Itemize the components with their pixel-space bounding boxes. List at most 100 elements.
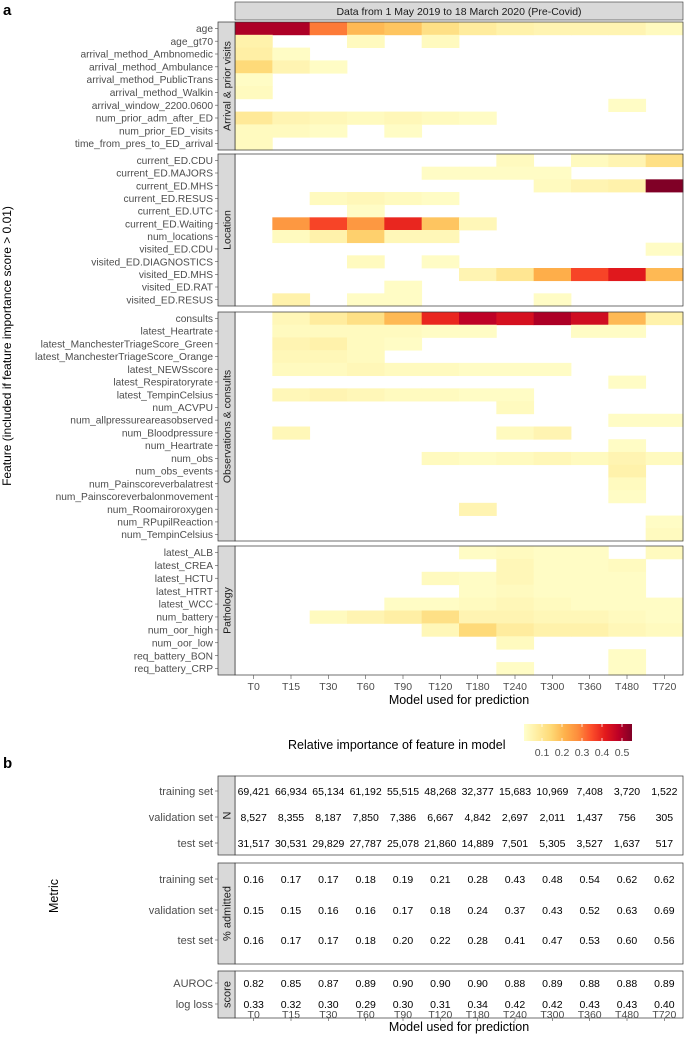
- heatmap-cell: [571, 324, 609, 338]
- heatmap-x-axis-title: Model used for prediction: [389, 693, 529, 707]
- heatmap-cell: [384, 324, 423, 338]
- heatmap-cell: [421, 362, 460, 377]
- heatmap-cell: [645, 179, 684, 193]
- metric-cell: 0.42: [542, 999, 563, 1011]
- panel-b-label: b: [3, 755, 12, 772]
- metric-group-label: % admitted: [222, 886, 234, 941]
- x-tick-label: T30: [319, 681, 337, 693]
- panel-a-heatmap: a Data from 1 May 2019 to 18 March 2020 …: [0, 1, 684, 759]
- metric-cell: 0.47: [542, 935, 563, 947]
- heatmap-cell: [272, 111, 311, 125]
- heatmap-cell: [533, 571, 572, 586]
- heatmap-cell: [533, 22, 572, 36]
- metric-cell: 0.17: [281, 874, 302, 886]
- metric-cell: 5,305: [539, 838, 565, 850]
- heatmap-cell: [645, 268, 684, 282]
- metric-cell: 0.62: [617, 874, 638, 886]
- group-strip-label: Arrival & prior visits: [222, 41, 234, 131]
- metric-cell: 0.30: [393, 999, 414, 1011]
- metric-cell: 0.88: [617, 978, 638, 990]
- heatmap-cell: [272, 312, 311, 326]
- heatmap-cell: [309, 362, 348, 377]
- metric-cell: 0.16: [243, 935, 264, 947]
- heatmap-cell: [421, 623, 460, 637]
- metric-cell: 0.30: [318, 999, 339, 1011]
- heatmap-cell: [608, 268, 647, 282]
- heatmap-cell: [608, 558, 647, 573]
- metric-cell: 0.22: [430, 935, 451, 947]
- feature-label: visited_ED.RAT: [142, 283, 213, 294]
- heatmap-cell: [309, 350, 348, 364]
- metric-cell: 0.29: [355, 999, 376, 1011]
- heatmap-cell: [571, 154, 609, 168]
- heatmap-cell: [608, 477, 647, 491]
- heatmap-cell: [235, 34, 273, 48]
- heatmap-cell: [571, 179, 609, 193]
- heatmap-cell: [608, 22, 647, 36]
- feature-label: num_Painscoreverbalonmovement: [56, 492, 214, 503]
- heatmap-cell: [645, 610, 684, 624]
- heatmap-cell: [309, 22, 348, 36]
- feature-label: latest_HTRT: [156, 587, 213, 598]
- heatmap-cell: [309, 337, 348, 351]
- heatmap-cell: [496, 362, 535, 377]
- metric-cell: 0.20: [393, 935, 414, 947]
- x-tick-label: T120: [428, 681, 452, 693]
- x-tick-label: T480: [615, 1009, 639, 1021]
- heatmap-cell: [384, 293, 423, 307]
- x-tick-label: T300: [540, 1009, 564, 1021]
- metric-group-label: score: [222, 981, 234, 1008]
- heatmap-cell: [533, 623, 572, 637]
- metric-cell: 0.32: [281, 999, 302, 1011]
- heatmap-cell: [571, 610, 609, 624]
- metric-cell: 6,667: [427, 812, 453, 824]
- metric-cell: 21,860: [424, 838, 456, 850]
- metric-cell: 0.17: [318, 935, 339, 947]
- heatmap-cell: [459, 312, 497, 326]
- feature-label: num_obs_events: [135, 467, 213, 478]
- heatmap-cell: [384, 597, 423, 611]
- metric-cell: 1,522: [651, 786, 677, 798]
- heatmap-cell: [459, 610, 497, 624]
- feature-label: num_Heartrate: [145, 441, 213, 452]
- heatmap-cell: [272, 47, 311, 61]
- heatmap-cell: [347, 337, 385, 351]
- heatmap-cell: [496, 268, 535, 282]
- metric-group-strip: [217, 775, 236, 856]
- feature-label: latest_TempinCelsius: [117, 390, 213, 401]
- heatmap-cell: [384, 610, 423, 624]
- metric-cell: 0.69: [654, 905, 675, 917]
- heatmap-cell: [459, 388, 497, 402]
- x-tick-label: T60: [357, 1009, 375, 1021]
- feature-label: age_gt70: [171, 37, 214, 48]
- heatmap-cell: [459, 597, 497, 611]
- metric-cell: 0.90: [467, 978, 488, 990]
- heatmap-cell: [645, 451, 684, 466]
- heatmap-cell: [496, 623, 535, 637]
- metric-cell: 0.43: [542, 905, 563, 917]
- legend-tick-label: 0.3: [575, 747, 590, 759]
- heatmap-cell: [421, 217, 460, 231]
- heatmap-cell: [235, 111, 273, 125]
- x-tick-label: T180: [466, 681, 490, 693]
- heatmap-cell: [384, 22, 423, 36]
- heatmap-cell: [571, 623, 609, 637]
- heatmap-cell: [496, 558, 535, 573]
- metric-cell: 27,787: [350, 838, 382, 850]
- metric-cell: 0.56: [654, 935, 675, 947]
- heatmap-cell: [459, 623, 497, 637]
- heatmap-cell: [235, 124, 273, 138]
- heatmap-cell: [645, 515, 684, 529]
- feature-label: num_locations: [147, 232, 213, 243]
- heatmap-cell: [571, 312, 609, 326]
- feature-label: arrival_method_Ambnomedic: [80, 50, 213, 61]
- metric-cell: 0.89: [542, 978, 563, 990]
- heatmap-cell: [608, 623, 647, 637]
- heatmap-cell: [235, 22, 273, 36]
- heatmap-cell: [608, 649, 647, 663]
- feature-label: latest_HCTU: [155, 574, 213, 585]
- heatmap-cell: [608, 662, 647, 676]
- heatmap-cell: [309, 217, 348, 231]
- feature-label: latest_CREA: [155, 561, 214, 572]
- metric-cell: 0.43: [579, 999, 600, 1011]
